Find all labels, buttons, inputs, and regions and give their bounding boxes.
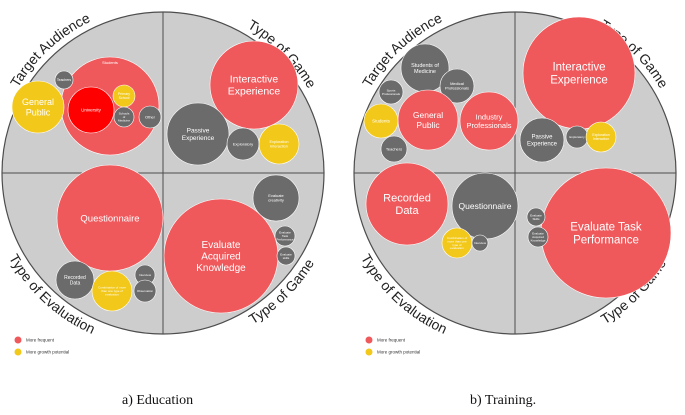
bubble-label: General Public <box>22 97 54 117</box>
bubble-evaluate-task-performance: Evaluate Task Performance <box>274 225 296 247</box>
legend-label: More growth potential <box>26 350 69 355</box>
bubble-combination-of-more-than-one-type-of-evaluation: Combination of more than one type of evalu… <box>91 270 133 312</box>
bubble-label: Evaluate Acquired Knowledge <box>531 232 546 243</box>
bubble-label: University <box>81 108 102 113</box>
bubble-label: Evaluate Task Performance <box>570 221 642 246</box>
bubble-general-public: General Public <box>11 80 65 134</box>
bubble-label: Medical Professionals <box>445 81 469 91</box>
bubble-label: General Public <box>413 110 443 130</box>
bubble-interactive-experience: Interactive Experience <box>209 40 299 130</box>
bubble-label: Exploration Interaction <box>270 140 289 148</box>
bubble-exploration-interaction: Exploration Interaction <box>585 121 617 153</box>
bubble-questionnaire: Questionnaire <box>56 164 164 272</box>
bubble-recorded-data: Recorded Data <box>55 260 95 300</box>
legend-more-growth-potential: More growth potential <box>14 348 69 356</box>
legend-more-frequent: More frequent <box>365 336 406 344</box>
bubble-label: Teachers <box>57 78 71 82</box>
bubble-label: Primary School <box>118 92 130 100</box>
caption-education: a) Education <box>122 393 194 408</box>
bubble-label: Students <box>102 60 118 65</box>
bubble-observation: Observation <box>133 279 157 303</box>
bubble-interactive-experience: Interactive Experience <box>522 16 636 130</box>
bubble-label: Students of Medicine <box>411 63 439 75</box>
bubble-passive-experience: Passive Experience <box>166 102 230 166</box>
bubble-medical-professionals: Medical Professionals <box>439 68 475 104</box>
bubble-sports-professionals: Sports Professionals <box>378 79 404 105</box>
bubble-evaluate-creativity: Evaluate creativity <box>252 174 300 222</box>
bubble-label: Other <box>145 114 156 119</box>
bubble-exploratory: Exploratory <box>226 127 260 161</box>
bubble-label: Exploration Interaction <box>592 133 610 141</box>
bubble-label: Passive Experience <box>182 128 215 143</box>
bubble-label: Evaluate creativity <box>268 193 284 203</box>
bubble-evaluate-task-performance: Evaluate Task Performance <box>540 167 672 299</box>
bubble-evaluate-skills: Evaluate skills <box>276 246 296 266</box>
bubble-primary-school: Primary School <box>112 84 136 108</box>
bubble-label: Observation <box>137 289 154 293</box>
bubble-label: Evaluate Task Performance <box>276 231 294 242</box>
bubble-label: Recorded Data <box>383 193 431 218</box>
bubble-evaluate-acquired-knowledge: Evaluate Acquired Knowledge <box>527 226 549 248</box>
bubble-label: Exploratory <box>233 141 253 146</box>
legend-label: More frequent <box>26 338 55 343</box>
bubble-label: Recorded Data <box>64 275 86 287</box>
bubble-label: Combination of more than one type of evalu… <box>98 286 126 297</box>
bubble-label: Questionnaire <box>80 213 139 224</box>
bubble-industry-professionals: Industry Professionals <box>459 91 519 151</box>
bubble-interview: Interview <box>471 234 489 252</box>
bubble-university: University <box>67 86 115 134</box>
bubble-label: Exploratory <box>569 135 585 139</box>
bubble-label: Evaluate skills <box>280 252 292 259</box>
bubble-general-public: General Public <box>397 89 459 151</box>
legend-more-frequent: More frequent <box>14 336 55 344</box>
bubble-other: Other <box>138 105 162 129</box>
legend-label: More frequent <box>377 338 406 343</box>
bubble-label: Passive Experience <box>527 135 558 148</box>
bubble-evaluate-skills: Evaluate Skills <box>526 207 546 227</box>
bubble-label: Interactive Experience <box>228 74 281 98</box>
bubble-students: Students <box>363 103 399 139</box>
bubble-label: Interview <box>139 273 152 277</box>
bubble-label: Evaluate Acquired Knowledge <box>196 240 246 274</box>
bubble-label: Combination of more than one type of evalua… <box>447 236 467 250</box>
bubble-label: Interview <box>474 241 487 245</box>
bubble-exploration-interaction: Exploration Interaction <box>258 123 300 165</box>
bubble-evaluate-acquired-knowledge: Evaluate Acquired Knowledge <box>163 198 279 314</box>
bubble-teachers: Teachers <box>54 70 74 90</box>
bubble-label: Teachers <box>386 146 402 151</box>
legend-more-growth-potential: More growth potential <box>365 348 420 356</box>
bubble-label: Sports Professionals <box>382 88 401 96</box>
bubble-label: Schools of Medicine <box>118 112 130 123</box>
caption-training: b) Training. <box>470 393 537 408</box>
bubble-teachers: Teachers <box>380 135 408 163</box>
bubble-schools-of-medicine: Schools of Medicine <box>113 106 135 128</box>
bubble-label: Interactive Experience <box>550 61 608 86</box>
bubble-label: Students <box>372 119 391 124</box>
bubble-label: Industry Professionals <box>466 112 511 130</box>
legend-label: More growth potential <box>377 350 420 355</box>
bubble-recorded-data: Recorded Data <box>365 162 449 246</box>
bubble-label: Questionnaire <box>459 201 512 211</box>
bubble-combination-of-more-than-one-type-of-evaluation: Combination of more than one type of evalua… <box>441 227 473 259</box>
bubble-passive-experience: Passive Experience <box>519 117 565 163</box>
bubble-label: Evaluate Skills <box>530 213 542 221</box>
bubble-exploratory: Exploratory <box>565 125 589 149</box>
